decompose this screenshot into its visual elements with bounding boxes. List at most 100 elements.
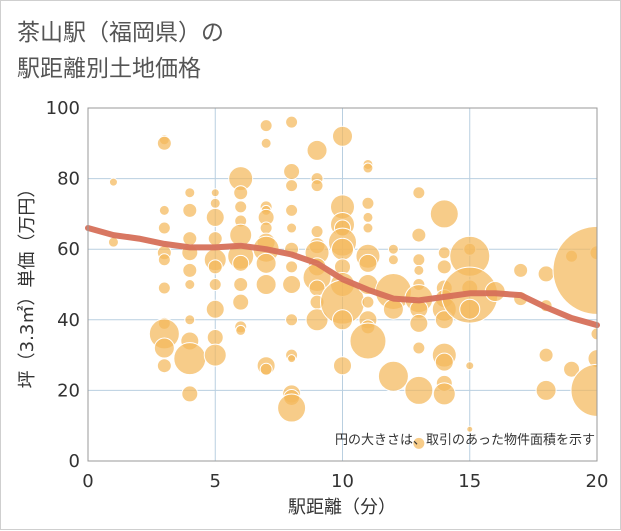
bubble-point-43 — [235, 324, 247, 336]
bubble-point-150 — [587, 349, 597, 369]
bubble-point-31 — [206, 328, 224, 346]
bubble-point-15 — [182, 231, 198, 247]
bubble-point-58 — [285, 179, 299, 193]
bubble-point-11 — [153, 337, 175, 359]
bubble-point-135 — [459, 298, 481, 320]
bubble-point-17 — [182, 262, 198, 278]
bubble-point-21 — [173, 342, 207, 376]
bubble-point-98 — [358, 253, 378, 273]
x-tick-label-2: 10 — [331, 471, 354, 492]
bubble-point-144 — [535, 379, 557, 401]
bubble-point-126 — [434, 310, 454, 330]
bubble-point-108 — [377, 360, 409, 392]
y-tick-label-0: 0 — [69, 451, 80, 472]
bubble-point-41 — [232, 293, 250, 311]
bubble-point-14 — [182, 202, 198, 218]
bubble-point-120 — [429, 199, 459, 229]
bubble-point-143 — [538, 347, 554, 363]
bubble-point-148 — [552, 225, 597, 315]
bubble-point-0 — [108, 177, 118, 187]
bubble-point-130 — [432, 382, 456, 406]
bubble-point-72 — [310, 179, 324, 193]
bubble-point-80 — [305, 308, 329, 332]
bubble-point-128 — [434, 352, 454, 372]
bubble-point-69 — [277, 393, 307, 423]
bubble-point-149 — [590, 327, 597, 341]
x-tick-label-0: 0 — [82, 471, 93, 492]
bubble-point-40 — [233, 277, 249, 292]
bubble-point-136 — [465, 361, 475, 371]
bubble-point-122 — [436, 259, 452, 275]
bubble-point-81 — [332, 125, 353, 147]
bubble-point-73 — [310, 225, 324, 239]
bubble-point-121 — [437, 246, 451, 260]
bubble-point-96 — [362, 222, 374, 234]
bubble-point-44 — [259, 119, 273, 133]
bubble-point-137 — [466, 425, 474, 433]
y-tick-label-2: 40 — [57, 310, 80, 331]
bubble-point-57 — [283, 163, 301, 181]
bubble-point-4 — [158, 204, 170, 216]
bubble-point-112 — [413, 264, 425, 276]
bubble-point-30 — [205, 299, 225, 319]
bubble-point-19 — [184, 314, 196, 326]
bubble-point-91 — [333, 356, 352, 376]
bubble-point-53 — [255, 274, 277, 295]
plot-border — [87, 107, 598, 462]
bubble-point-32 — [203, 343, 227, 367]
bubble-point-64 — [285, 313, 299, 327]
bubble-point-70 — [306, 139, 328, 161]
bubble-point-34 — [233, 185, 249, 201]
y-tick-label-1: 20 — [57, 380, 80, 401]
bubble-point-86 — [331, 237, 354, 261]
y-axis-label: 坪（3.3㎡）単価（万円） — [16, 180, 38, 389]
bubble-point-116 — [409, 313, 429, 333]
chart-title: 茶山駅（福岡県）の 駅距離別土地価格 — [17, 15, 224, 87]
bubble-point-111 — [412, 253, 426, 267]
bubble-point-139 — [513, 262, 529, 278]
bubble-point-105 — [387, 254, 399, 266]
x-tick-labels: 0 5 10 15 20 — [82, 471, 608, 492]
bubble-point-104 — [387, 243, 399, 255]
bubble-point-151 — [570, 363, 597, 417]
x-tick-label-1: 5 — [210, 471, 221, 492]
bubble-point-55 — [259, 362, 273, 376]
trend-line — [85, 225, 600, 329]
bubble-point-5 — [157, 221, 171, 235]
y-tick-label-5: 100 — [46, 98, 80, 119]
y-tick-labels: 0 20 40 60 80 100 — [46, 98, 80, 472]
bubble-point-110 — [411, 227, 427, 243]
bubble-point-39 — [232, 254, 250, 272]
y-tick-label-3: 60 — [57, 239, 80, 260]
x-axis-label: 駅距離（分） — [288, 497, 396, 518]
bubble-point-7 — [157, 253, 171, 267]
bubble-point-63 — [282, 275, 302, 294]
bubble-point-109 — [412, 186, 426, 200]
bubble-point-95 — [362, 211, 374, 223]
bubble-point-117 — [412, 341, 426, 355]
bubble-point-93 — [362, 162, 374, 174]
bubble-point-23 — [210, 188, 220, 198]
bubble-point-18 — [184, 279, 196, 290]
bubble-point-141 — [537, 265, 555, 283]
bubble-point-45 — [260, 137, 272, 149]
bubble-point-1 — [107, 236, 119, 248]
bubble-point-90 — [332, 309, 353, 331]
chart-title-line-1: 茶山駅（福岡県）の — [17, 20, 224, 46]
bubble-point-52 — [255, 252, 277, 274]
y-tick-label-4: 80 — [57, 169, 80, 190]
bubble-point-8 — [157, 281, 171, 295]
x-tick-label-4: 20 — [586, 471, 609, 492]
bubble-point-107 — [382, 298, 404, 320]
x-tick-label-3: 15 — [458, 471, 481, 492]
bubble-point-35 — [234, 200, 248, 214]
bubble-point-56 — [285, 115, 299, 129]
chart-title-line-2: 駅距離別土地価格 — [17, 56, 201, 82]
bubble-point-66 — [287, 354, 297, 364]
bubble-point-24 — [209, 197, 221, 209]
size-annotation: 円の大きさは、取引のあった物件面積を示す — [335, 433, 595, 448]
bubble-point-103 — [349, 322, 387, 360]
bubble-point-25 — [205, 207, 225, 227]
bubble-point-22 — [181, 385, 199, 403]
bubble-point-29 — [208, 278, 222, 291]
